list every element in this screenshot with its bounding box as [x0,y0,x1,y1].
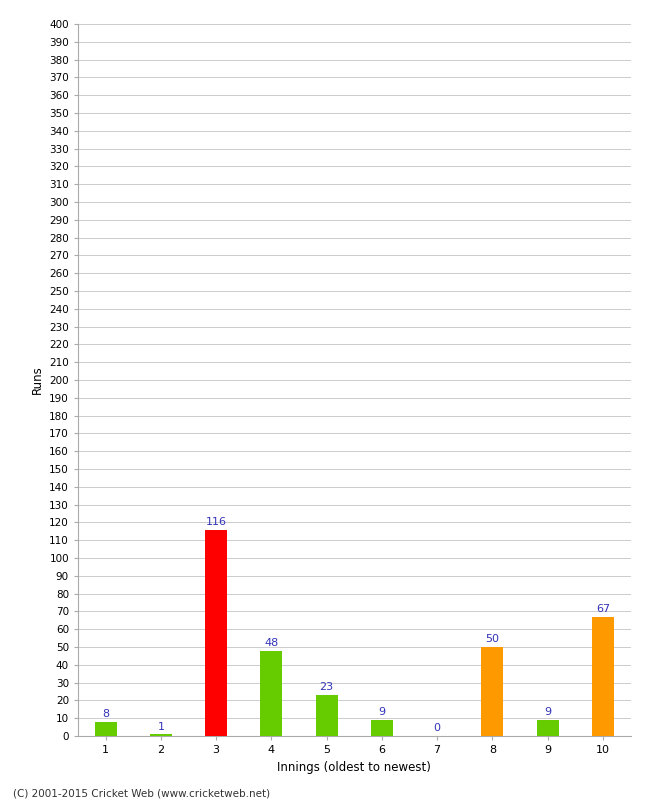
Bar [592,617,614,736]
Bar [205,530,228,736]
Text: 8: 8 [102,709,109,719]
Text: 1: 1 [157,722,164,731]
Bar [370,720,393,736]
Text: 48: 48 [265,638,278,648]
Text: 9: 9 [378,707,385,718]
Text: (C) 2001-2015 Cricket Web (www.cricketweb.net): (C) 2001-2015 Cricket Web (www.cricketwe… [13,788,270,798]
Bar [481,647,503,736]
Text: 67: 67 [596,604,610,614]
X-axis label: Innings (oldest to newest): Innings (oldest to newest) [278,761,431,774]
Bar [316,695,338,736]
Bar [260,650,282,736]
Text: 0: 0 [434,723,441,734]
Text: 50: 50 [486,634,499,644]
Text: 9: 9 [544,707,551,718]
Text: 23: 23 [320,682,333,692]
Y-axis label: Runs: Runs [31,366,44,394]
Text: 116: 116 [205,517,227,527]
Bar [537,720,559,736]
Bar [150,734,172,736]
Bar [95,722,117,736]
